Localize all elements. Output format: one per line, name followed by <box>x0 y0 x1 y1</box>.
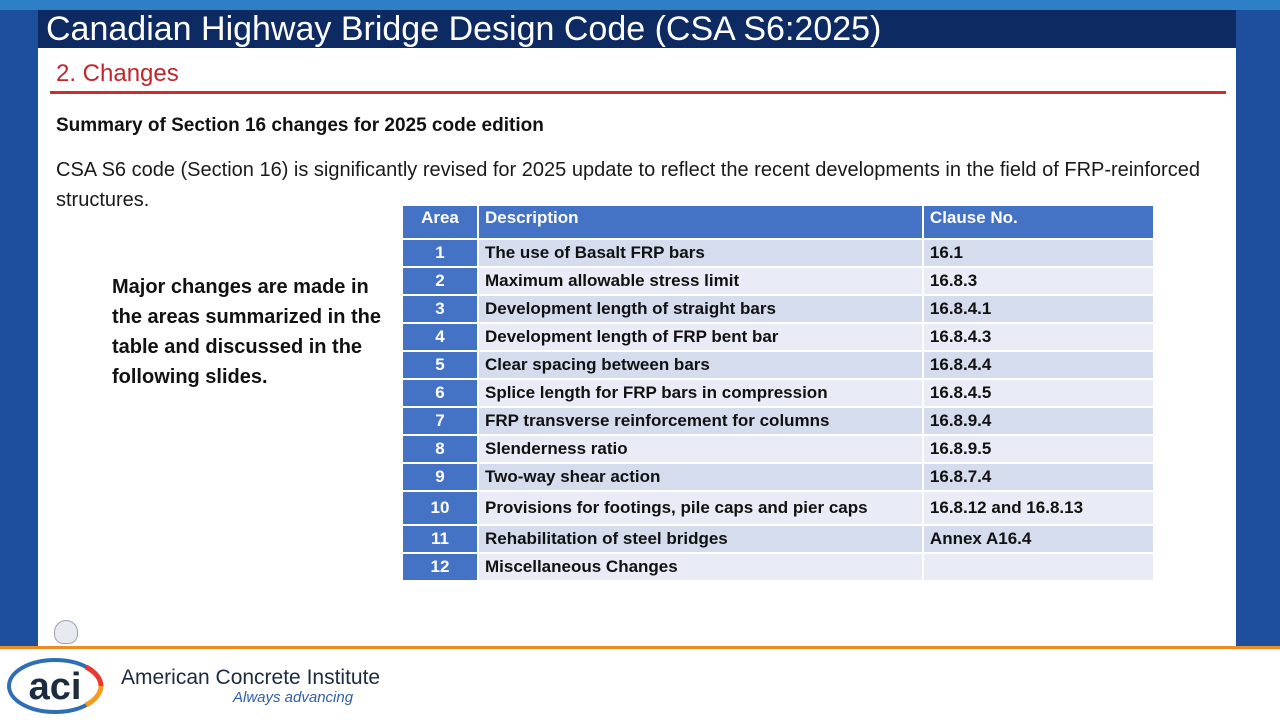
slide-title: Canadian Highway Bridge Design Code (CSA… <box>46 10 882 48</box>
table-row: 7 FRP transverse reinforcement for colum… <box>403 408 1153 434</box>
cell-description: Development length of FRP bent bar <box>478 324 922 350</box>
cell-area: 3 <box>403 296 477 322</box>
footer-bar: aci American Concrete Institute Always a… <box>0 649 1280 720</box>
cell-area: 5 <box>403 352 477 378</box>
cell-description: Provisions for footings, pile caps and p… <box>478 492 922 524</box>
side-note: Major changes are made in the areas summ… <box>112 276 381 388</box>
section-subtitle: 2. Changes <box>56 60 179 87</box>
cell-clause: 16.8.9.5 <box>923 436 1153 462</box>
cell-description: Miscellaneous Changes <box>478 554 922 580</box>
table-row: 12 Miscellaneous Changes <box>403 554 1153 580</box>
header-clause: Clause No. <box>923 206 1153 238</box>
footer-accent-line <box>0 646 1280 649</box>
cell-clause: 16.1 <box>923 240 1153 266</box>
table-row: 10 Provisions for footings, pile caps an… <box>403 492 1153 524</box>
divider-line <box>50 91 1226 94</box>
table-row: 3 Development length of straight bars 16… <box>403 296 1153 322</box>
table-row: 2 Maximum allowable stress limit 16.8.3 <box>403 268 1153 294</box>
university-crest-icon <box>54 620 78 644</box>
top-accent-strip <box>0 0 1280 10</box>
cell-area: 1 <box>403 240 477 266</box>
logo-text: aci <box>29 666 82 708</box>
cell-description: Two-way shear action <box>478 464 922 490</box>
cell-clause: 16.8.4.5 <box>923 380 1153 406</box>
table-row: 4 Development length of FRP bent bar 16.… <box>403 324 1153 350</box>
cell-area: 6 <box>403 380 477 406</box>
cell-area: 9 <box>403 464 477 490</box>
cell-clause: 16.8.4.4 <box>923 352 1153 378</box>
cell-description: Clear spacing between bars <box>478 352 922 378</box>
cell-area: 11 <box>403 526 477 552</box>
table-header-row: Area Description Clause No. <box>403 206 1153 238</box>
cell-clause: 16.8.12 and 16.8.13 <box>923 492 1153 524</box>
summary-heading: Summary of Section 16 changes for 2025 c… <box>56 115 544 136</box>
cell-description: FRP transverse reinforcement for columns <box>478 408 922 434</box>
cell-description: Slenderness ratio <box>478 436 922 462</box>
header-area: Area <box>403 206 477 238</box>
frame-left <box>0 10 38 648</box>
cell-description: The use of Basalt FRP bars <box>478 240 922 266</box>
table-row: 11 Rehabilitation of steel bridges Annex… <box>403 526 1153 552</box>
cell-area: 7 <box>403 408 477 434</box>
table-row: 5 Clear spacing between bars 16.8.4.4 <box>403 352 1153 378</box>
cell-clause: 16.8.4.1 <box>923 296 1153 322</box>
aci-logo-icon: aci <box>7 658 104 714</box>
slide: Canadian Highway Bridge Design Code (CSA… <box>38 10 1236 648</box>
table-row: 6 Splice length for FRP bars in compress… <box>403 380 1153 406</box>
cell-clause: 16.8.7.4 <box>923 464 1153 490</box>
cell-description: Rehabilitation of steel bridges <box>478 526 922 552</box>
header-description: Description <box>478 206 922 238</box>
changes-table: Area Description Clause No. 1 The use of… <box>401 204 1155 582</box>
cell-description: Maximum allowable stress limit <box>478 268 922 294</box>
cell-description: Development length of straight bars <box>478 296 922 322</box>
cell-clause: 16.8.3 <box>923 268 1153 294</box>
table-row: 1 The use of Basalt FRP bars 16.1 <box>403 240 1153 266</box>
cell-description: Splice length for FRP bars in compressio… <box>478 380 922 406</box>
cell-area: 8 <box>403 436 477 462</box>
cell-area: 12 <box>403 554 477 580</box>
brand-tagline: Always advancing <box>233 689 354 706</box>
cell-clause: 16.8.4.3 <box>923 324 1153 350</box>
intro-paragraph: CSA S6 code (Section 16) is significantl… <box>56 159 1200 211</box>
table-row: 9 Two-way shear action 16.8.7.4 <box>403 464 1153 490</box>
brand-name: American Concrete Institute <box>121 666 381 689</box>
frame-right <box>1236 10 1280 648</box>
cell-clause: Annex A16.4 <box>923 526 1153 552</box>
cell-area: 2 <box>403 268 477 294</box>
cell-area: 4 <box>403 324 477 350</box>
table-row: 8 Slenderness ratio 16.8.9.5 <box>403 436 1153 462</box>
cell-clause: 16.8.9.4 <box>923 408 1153 434</box>
cell-area: 10 <box>403 492 477 524</box>
title-bar: Canadian Highway Bridge Design Code (CSA… <box>38 10 1236 48</box>
cell-clause <box>923 554 1153 580</box>
